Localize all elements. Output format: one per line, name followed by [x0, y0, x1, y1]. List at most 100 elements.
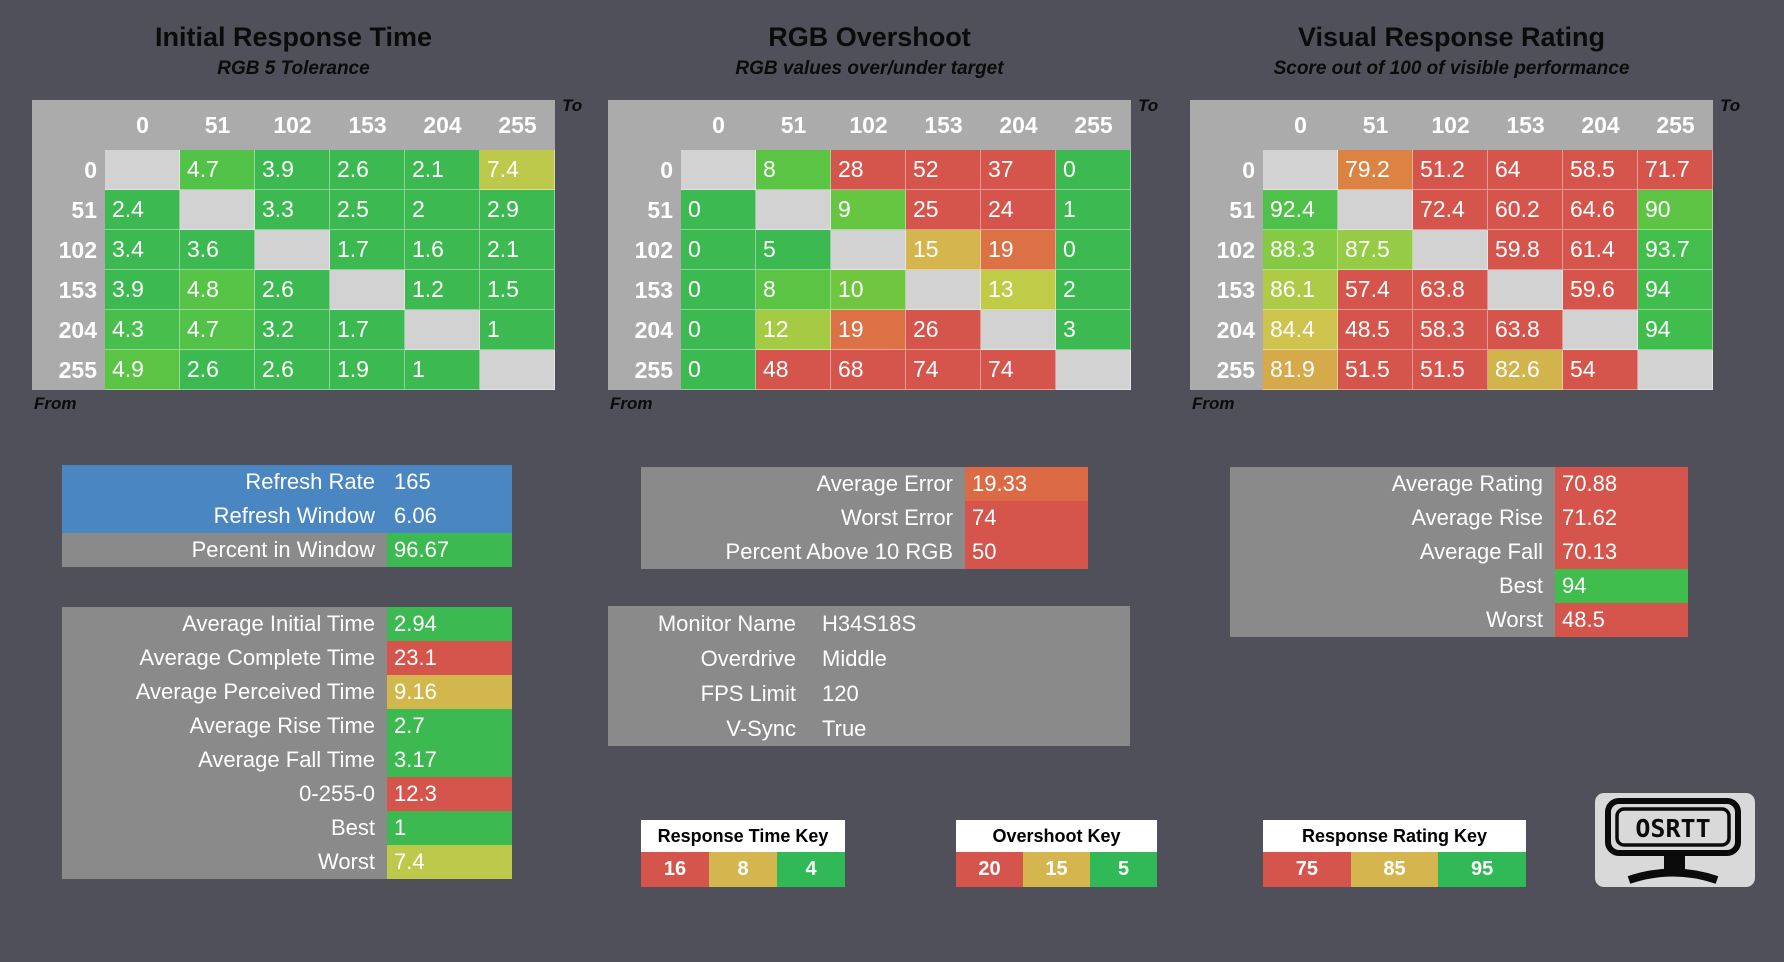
heatmap-cell[interactable]: 10: [831, 270, 906, 310]
heatmap-cell[interactable]: 64.6: [1563, 190, 1638, 230]
heatmap-cell[interactable]: 0: [681, 190, 756, 230]
heatmap-cell[interactable]: 4.7: [180, 150, 255, 190]
heatmap-cell[interactable]: 51.5: [1413, 350, 1488, 390]
heatmap-cell[interactable]: 2.6: [330, 150, 405, 190]
heatmap-cell[interactable]: 94: [1638, 270, 1713, 310]
heatmap-cell[interactable]: 71.7: [1638, 150, 1713, 190]
heatmap-cell[interactable]: 3.4: [105, 230, 180, 270]
monitor-info-box: Monitor Name H34S18S Overdrive Middle FPS Li…: [608, 606, 1130, 746]
heatmap-cell[interactable]: 2.6: [255, 350, 330, 390]
heatmap-cell[interactable]: 0: [681, 310, 756, 350]
heatmap-cell[interactable]: 61.4: [1563, 230, 1638, 270]
row-header: 51: [32, 190, 105, 230]
heatmap-cell[interactable]: 86.1: [1263, 270, 1338, 310]
heatmap-cell[interactable]: 88.3: [1263, 230, 1338, 270]
heatmap-cell[interactable]: 0: [1056, 230, 1131, 270]
heatmap-cell[interactable]: 1: [405, 350, 480, 390]
key-threshold-cell: 95: [1438, 852, 1527, 887]
heatmap-cell[interactable]: 4.8: [180, 270, 255, 310]
heatmap-cell[interactable]: 94: [1638, 310, 1713, 350]
heatmap-cell[interactable]: 15: [906, 230, 981, 270]
heatmap-cell[interactable]: 60.2: [1488, 190, 1563, 230]
heatmap-cell[interactable]: 2.1: [405, 150, 480, 190]
heatmap-cell[interactable]: 3.9: [105, 270, 180, 310]
heatmap-cell[interactable]: 28: [831, 150, 906, 190]
heatmap-cell[interactable]: 2.1: [480, 230, 555, 270]
heatmap-cell[interactable]: 74: [906, 350, 981, 390]
summary-value: 12.3: [387, 777, 512, 811]
heatmap-cell[interactable]: 64: [1488, 150, 1563, 190]
heatmap-cell[interactable]: 84.4: [1263, 310, 1338, 350]
heatmap-cell[interactable]: 57.4: [1338, 270, 1413, 310]
row-header: 0: [608, 150, 681, 190]
heatmap-cell[interactable]: 52: [906, 150, 981, 190]
heatmap-cell[interactable]: 82.6: [1488, 350, 1563, 390]
heatmap-cell[interactable]: 37: [981, 150, 1056, 190]
heatmap-cell[interactable]: 1.9: [330, 350, 405, 390]
heatmap-cell[interactable]: 13: [981, 270, 1056, 310]
panel-title: Visual Response Rating: [1297, 22, 1606, 52]
heatmap-cell[interactable]: 4.7: [180, 310, 255, 350]
heatmap-cell[interactable]: 48: [756, 350, 831, 390]
heatmap-cell[interactable]: 1.5: [480, 270, 555, 310]
heatmap-cell[interactable]: 4.9: [105, 350, 180, 390]
heatmap-cell[interactable]: 24: [981, 190, 1056, 230]
heatmap-cell[interactable]: 2.4: [105, 190, 180, 230]
heatmap-cell[interactable]: 8: [756, 150, 831, 190]
heatmap-cell[interactable]: 3.6: [180, 230, 255, 270]
heatmap-cell[interactable]: 2.5: [330, 190, 405, 230]
heatmap-cell[interactable]: 19: [981, 230, 1056, 270]
heatmap-cell[interactable]: 51.2: [1413, 150, 1488, 190]
heatmap-cell[interactable]: 92.4: [1263, 190, 1338, 230]
heatmap-cell[interactable]: 3.2: [255, 310, 330, 350]
heatmap-cell[interactable]: 3.3: [255, 190, 330, 230]
heatmap-cell[interactable]: 2.6: [180, 350, 255, 390]
heatmap-cell[interactable]: 8: [756, 270, 831, 310]
heatmap-cell[interactable]: 25: [906, 190, 981, 230]
heatmap-cell[interactable]: 3: [1056, 310, 1131, 350]
heatmap-cell[interactable]: 58.5: [1563, 150, 1638, 190]
heatmap-cell[interactable]: 1: [1056, 190, 1131, 230]
heatmap-cell[interactable]: 0: [681, 270, 756, 310]
heatmap-cell[interactable]: 0: [1056, 150, 1131, 190]
heatmap-cell[interactable]: 4.3: [105, 310, 180, 350]
heatmap-cell[interactable]: 1.2: [405, 270, 480, 310]
heatmap-cell[interactable]: 59.8: [1488, 230, 1563, 270]
heatmap-cell[interactable]: 51.5: [1338, 350, 1413, 390]
heatmap-cell[interactable]: 3.9: [255, 150, 330, 190]
row-header: 0: [1190, 150, 1263, 190]
heatmap-cell[interactable]: 81.9: [1263, 350, 1338, 390]
heatmap-cell[interactable]: 0: [681, 350, 756, 390]
heatmap-cell[interactable]: 93.7: [1638, 230, 1713, 270]
heatmap-cell[interactable]: 19: [831, 310, 906, 350]
heatmap-cell[interactable]: 26: [906, 310, 981, 350]
heatmap-cell[interactable]: 1.6: [405, 230, 480, 270]
heatmap-cell[interactable]: 63.8: [1413, 270, 1488, 310]
heatmap-cell[interactable]: 72.4: [1413, 190, 1488, 230]
heatmap-cell[interactable]: 63.8: [1488, 310, 1563, 350]
heatmap-cell[interactable]: 0: [681, 230, 756, 270]
row-header: 102: [32, 230, 105, 270]
heatmap-cell[interactable]: 1.7: [330, 230, 405, 270]
heatmap-cell[interactable]: 90: [1638, 190, 1713, 230]
heatmap-cell[interactable]: 2.9: [480, 190, 555, 230]
heatmap-cell[interactable]: 5: [756, 230, 831, 270]
heatmap-cell[interactable]: 48.5: [1338, 310, 1413, 350]
heatmap-cell[interactable]: 1: [480, 310, 555, 350]
heatmap-cell[interactable]: 74: [981, 350, 1056, 390]
heatmap-cell[interactable]: 7.4: [480, 150, 555, 190]
heatmap-cell[interactable]: 2: [405, 190, 480, 230]
heatmap-cell[interactable]: 54: [1563, 350, 1638, 390]
heatmap-cell[interactable]: 87.5: [1338, 230, 1413, 270]
logo-text: OSRTT: [1635, 814, 1710, 843]
heatmap-cell[interactable]: 2.6: [255, 270, 330, 310]
visual-response-rating-heatmap: 0 51 102 153 204 255 0 79.2 51.2 64 58.5 71.7 51 92.4…: [1190, 100, 1713, 390]
heatmap-cell[interactable]: 1.7: [330, 310, 405, 350]
heatmap-cell[interactable]: 58.3: [1413, 310, 1488, 350]
heatmap-cell[interactable]: 79.2: [1338, 150, 1413, 190]
heatmap-cell[interactable]: 12: [756, 310, 831, 350]
heatmap-cell[interactable]: 2: [1056, 270, 1131, 310]
heatmap-cell[interactable]: 9: [831, 190, 906, 230]
heatmap-cell[interactable]: 59.6: [1563, 270, 1638, 310]
heatmap-cell[interactable]: 68: [831, 350, 906, 390]
